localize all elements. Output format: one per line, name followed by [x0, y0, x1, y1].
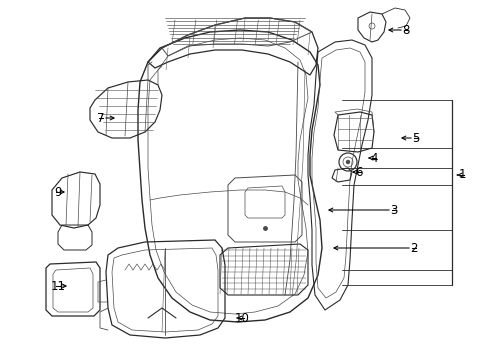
Text: 7: 7	[97, 112, 105, 125]
Text: 6: 6	[355, 166, 363, 179]
Text: 10: 10	[235, 311, 249, 324]
Text: 9: 9	[54, 185, 62, 198]
Text: 11: 11	[50, 279, 66, 292]
Text: 3: 3	[391, 203, 398, 216]
Text: 1: 1	[458, 168, 466, 181]
Circle shape	[346, 160, 350, 164]
Text: 5: 5	[412, 131, 420, 144]
Text: 2: 2	[410, 242, 418, 255]
Text: 4: 4	[370, 152, 378, 165]
Text: 8: 8	[402, 23, 410, 36]
